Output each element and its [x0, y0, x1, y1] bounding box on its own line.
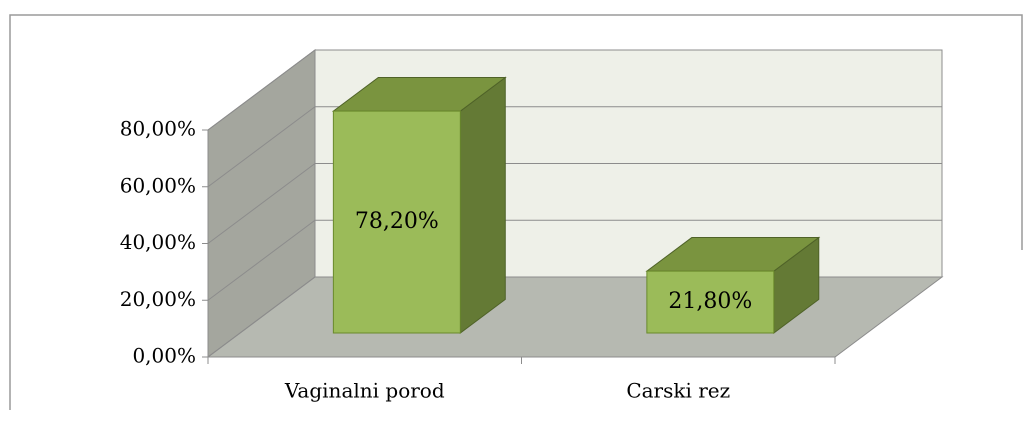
y-tick-label: 80,00%: [120, 117, 196, 141]
y-tick-label: 60,00%: [120, 173, 196, 197]
x-tick-label: Carski rez: [626, 379, 730, 403]
bar: [646, 270, 775, 334]
y-tick-label: 40,00%: [120, 230, 196, 254]
y-tick-label: 20,00%: [120, 287, 196, 311]
x-tick-label: Vaginalni porod: [284, 379, 445, 403]
bar: [332, 110, 461, 334]
chart-frame: [9, 14, 1023, 410]
bar-side: [459, 76, 506, 334]
grid-line: [207, 106, 942, 188]
grid-line: [207, 49, 942, 131]
value-label: 21,80%: [668, 289, 752, 314]
y-tick-label: 0,00%: [132, 344, 196, 368]
grid-line: [207, 219, 942, 301]
value-label: 78,20%: [355, 209, 439, 234]
floor: [206, 276, 944, 358]
grid-line: [207, 163, 942, 244]
